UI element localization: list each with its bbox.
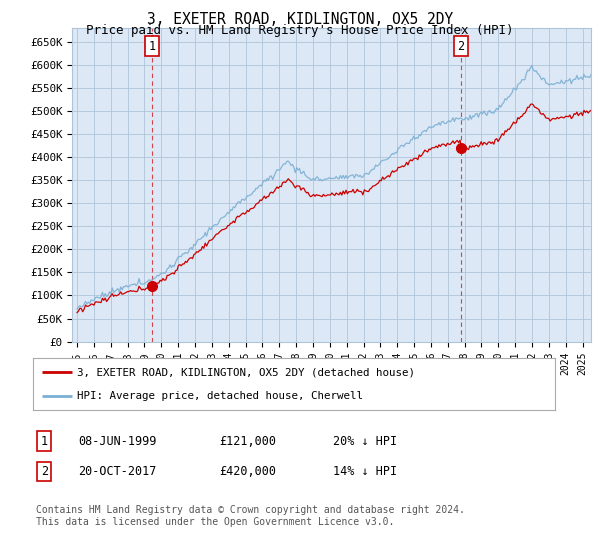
Text: 14% ↓ HPI: 14% ↓ HPI [333, 465, 397, 478]
Text: Contains HM Land Registry data © Crown copyright and database right 2024.
This d: Contains HM Land Registry data © Crown c… [36, 505, 465, 527]
Text: 2: 2 [41, 465, 48, 478]
Text: HPI: Average price, detached house, Cherwell: HPI: Average price, detached house, Cher… [77, 391, 364, 401]
Text: 2: 2 [458, 40, 464, 53]
Text: 20-OCT-2017: 20-OCT-2017 [78, 465, 157, 478]
Text: 08-JUN-1999: 08-JUN-1999 [78, 435, 157, 448]
Text: 3, EXETER ROAD, KIDLINGTON, OX5 2DY: 3, EXETER ROAD, KIDLINGTON, OX5 2DY [147, 12, 453, 27]
Text: £121,000: £121,000 [219, 435, 276, 448]
Text: 1: 1 [148, 40, 155, 53]
Text: £420,000: £420,000 [219, 465, 276, 478]
Text: Price paid vs. HM Land Registry's House Price Index (HPI): Price paid vs. HM Land Registry's House … [86, 24, 514, 37]
Text: 3, EXETER ROAD, KIDLINGTON, OX5 2DY (detached house): 3, EXETER ROAD, KIDLINGTON, OX5 2DY (det… [77, 367, 415, 377]
Text: 1: 1 [41, 435, 48, 448]
Text: 20% ↓ HPI: 20% ↓ HPI [333, 435, 397, 448]
